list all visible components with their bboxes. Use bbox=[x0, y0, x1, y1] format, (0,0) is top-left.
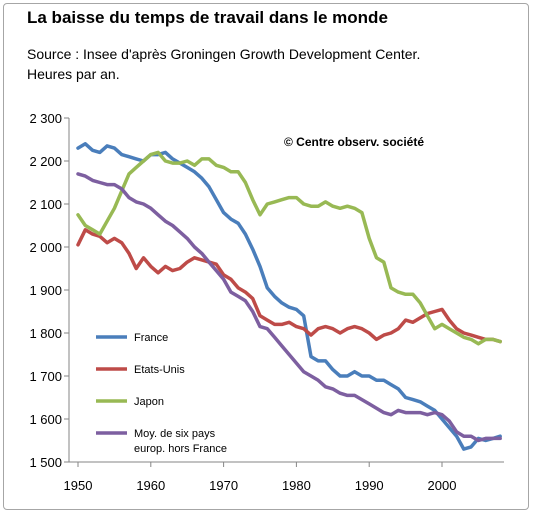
y-tick-label: 2 000 bbox=[29, 240, 62, 255]
subtitle-line-1: Source : Insee d'après Groningen Growth … bbox=[27, 46, 421, 62]
y-tick-label: 1 700 bbox=[29, 369, 62, 384]
subtitle-line-2: Heures par an. bbox=[27, 66, 120, 82]
legend-label-2: Etats-Unis bbox=[134, 364, 185, 376]
series-lines bbox=[76, 142, 502, 451]
chart-title: La baisse du temps de travail dans le mo… bbox=[27, 8, 388, 27]
legend-label-4: Moy. de six pays bbox=[134, 428, 216, 440]
legend-label-3: Japon bbox=[134, 396, 164, 408]
legend: France Etats-Unis Japon Moy. de six pays eur… bbox=[96, 332, 227, 455]
chart-frame bbox=[3, 3, 529, 510]
x-tick-label: 1960 bbox=[136, 478, 165, 493]
y-tick-label: 1 800 bbox=[29, 326, 62, 341]
x-tick-label: 2000 bbox=[428, 478, 457, 493]
y-tick-label: 2 300 bbox=[29, 111, 62, 126]
series-line-2 bbox=[76, 228, 502, 344]
chart-subtitle: Source : Insee d'après Groningen Growth … bbox=[27, 44, 420, 84]
y-tick-label: 2 100 bbox=[29, 197, 62, 212]
axes: 1 500 1 600 1 700 1 800 1 900 2 000 2 100 2 200… bbox=[29, 111, 504, 493]
y-tick-label: 1 600 bbox=[29, 412, 62, 427]
x-tick-label: 1980 bbox=[282, 478, 311, 493]
series-line-3 bbox=[76, 150, 502, 346]
y-tick-label: 1 900 bbox=[29, 283, 62, 298]
copyright-annotation: © Centre observ. société bbox=[284, 135, 424, 149]
series-line-4 bbox=[76, 172, 502, 443]
y-tick-label: 2 200 bbox=[29, 154, 62, 169]
legend-label-1: France bbox=[134, 332, 168, 344]
x-tick-label: 1950 bbox=[64, 478, 93, 493]
legend-label-4: europ. hors France bbox=[134, 443, 227, 455]
y-tick-label: 1 500 bbox=[29, 455, 62, 470]
x-tick-label: 1970 bbox=[209, 478, 238, 493]
x-tick-label: 1990 bbox=[355, 478, 384, 493]
